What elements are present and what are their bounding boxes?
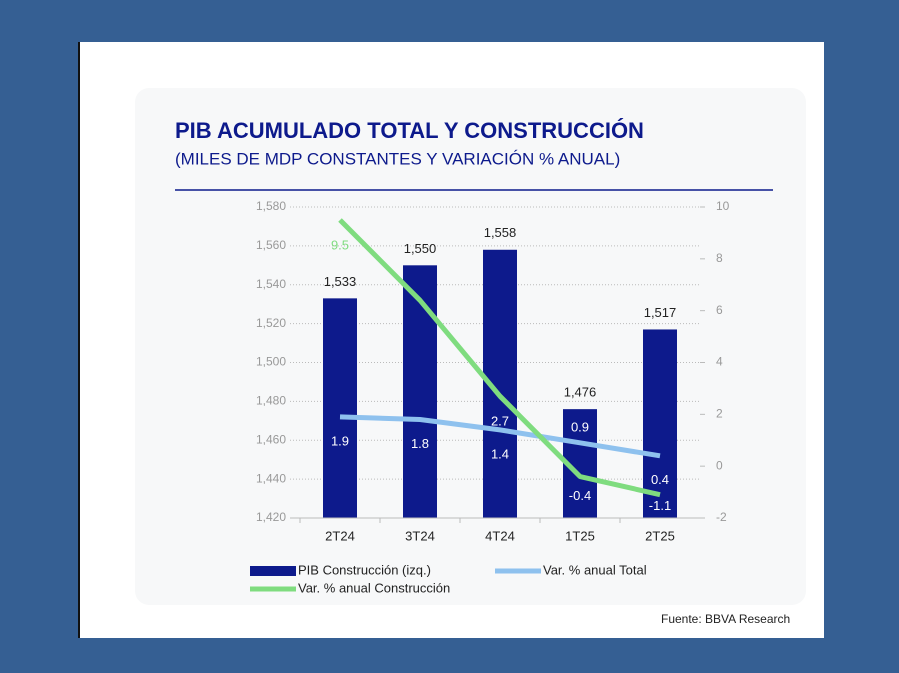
line-value-label: 1.9 [331,433,349,448]
bar-value-label: 1,533 [324,274,357,289]
bar [643,329,677,518]
line [338,218,661,498]
y-tick-label: 1,440 [256,471,286,485]
bar-value-label: 1,476 [564,385,597,400]
line-value-label: 0.4 [651,472,669,487]
y2-tick-label: 10 [716,199,730,213]
line [339,414,661,459]
y-tick-label: 1,520 [256,316,286,330]
card [135,88,806,605]
legend-label: Var. % anual Total [543,562,647,577]
legend-label: PIB Construcción (izq.) [298,562,431,577]
bar [403,265,437,518]
y-tick-label: 1,480 [256,394,286,408]
x-tick-label: 2T24 [325,528,355,543]
y-tick-label: 1,460 [256,432,286,446]
y-tick-label: 1,580 [256,199,286,213]
y2-tick-label: 6 [716,303,723,317]
y-tick-label: 1,500 [256,355,286,369]
line-value-label: 0.9 [571,419,589,434]
x-tick-label: 4T24 [485,528,515,543]
bar-value-label: 1,558 [484,225,517,240]
legend-swatch [250,566,296,576]
x-tick-label: 3T24 [405,528,435,543]
x-tick-label: 1T25 [565,528,595,543]
bar-value-label: 1,517 [644,305,677,320]
line-value-label: 1.8 [411,436,429,451]
chart-subtitle: (MILES DE MDP CONSTANTES Y VARIACIÓN % A… [175,149,620,168]
y2-tick-label: 4 [716,355,723,369]
y-tick-label: 1,540 [256,277,286,291]
bar-value-label: 1,550 [404,241,437,256]
y-tick-label: 1,420 [256,510,286,524]
line-value-label: -1.1 [649,498,671,513]
line-value-label: 1.4 [491,446,509,461]
line-value-label: -0.4 [569,488,591,503]
line-value-label: 2.7 [491,414,509,429]
y2-tick-label: 8 [716,251,723,265]
y2-tick-label: -2 [716,510,727,524]
y-tick-label: 1,560 [256,238,286,252]
y2-tick-label: 2 [716,407,723,421]
bar [323,298,357,518]
source: Fuente: BBVA Research [661,612,790,626]
line-value-label: 9.5 [331,237,349,252]
y2-tick-label: 0 [716,458,723,472]
chart-title: PIB ACUMULADO TOTAL Y CONSTRUCCIÓN [175,118,644,143]
legend-label: Var. % anual Construcción [298,580,450,595]
x-tick-label: 2T25 [645,528,675,543]
